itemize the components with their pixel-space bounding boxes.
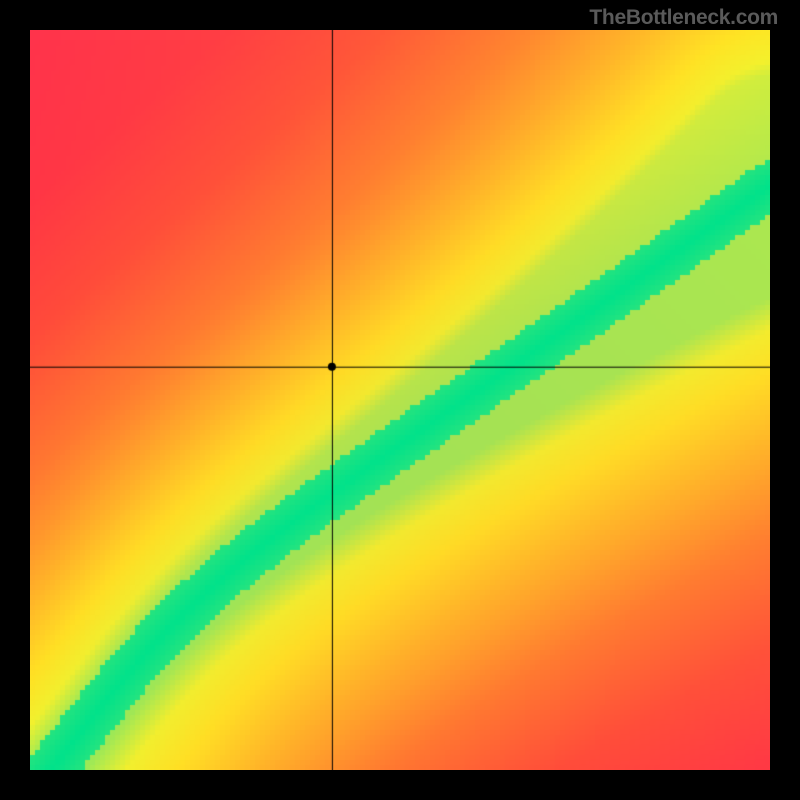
heatmap-canvas — [30, 30, 770, 770]
heatmap-plot — [30, 30, 770, 770]
watermark-text: TheBottleneck.com — [589, 6, 778, 30]
